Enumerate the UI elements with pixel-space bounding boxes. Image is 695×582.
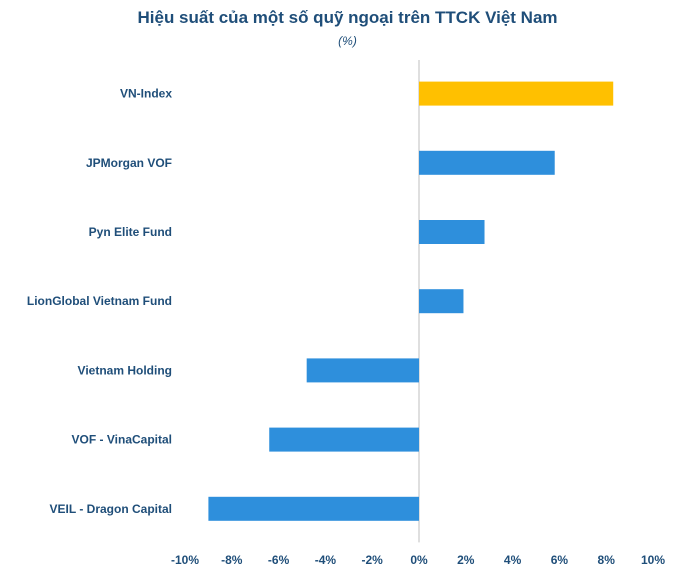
category-label: VN-Index xyxy=(120,87,172,101)
bar-vof-vinacapital xyxy=(269,427,419,452)
x-tick-label: -2% xyxy=(362,553,384,567)
x-tick-label: 8% xyxy=(598,553,616,567)
category-label: LionGlobal Vietnam Fund xyxy=(27,294,172,308)
x-tick-label: 2% xyxy=(457,553,475,567)
bar-jpmorgan-vof xyxy=(419,150,555,175)
x-tick-label: -6% xyxy=(268,553,290,567)
x-tick-label: 0% xyxy=(410,553,428,567)
x-tick-label: 10% xyxy=(641,553,665,567)
bar-lionglobal-vietnam-fund xyxy=(419,289,464,314)
category-label: Pyn Elite Fund xyxy=(89,225,172,239)
x-tick-label: 4% xyxy=(504,553,522,567)
category-label: VOF - VinaCapital xyxy=(72,433,172,447)
chart-subtitle: (%) xyxy=(338,34,357,48)
category-label: Vietnam Holding xyxy=(78,363,172,377)
chart-title: Hiệu suất của một số quỹ ngoại trên TTCK… xyxy=(137,8,558,27)
category-label: VEIL - Dragon Capital xyxy=(50,502,172,516)
x-tick-label: 6% xyxy=(551,553,569,567)
bar-vietnam-holding xyxy=(306,358,419,383)
bar-pyn-elite-fund xyxy=(419,220,485,244)
bar-veil-dragon-capital xyxy=(208,496,419,521)
bar-vn-index xyxy=(419,81,614,106)
category-label: JPMorgan VOF xyxy=(86,156,172,170)
x-tick-label: -4% xyxy=(315,553,337,567)
x-tick-label: -8% xyxy=(221,553,243,567)
x-tick-label: -10% xyxy=(171,553,199,567)
